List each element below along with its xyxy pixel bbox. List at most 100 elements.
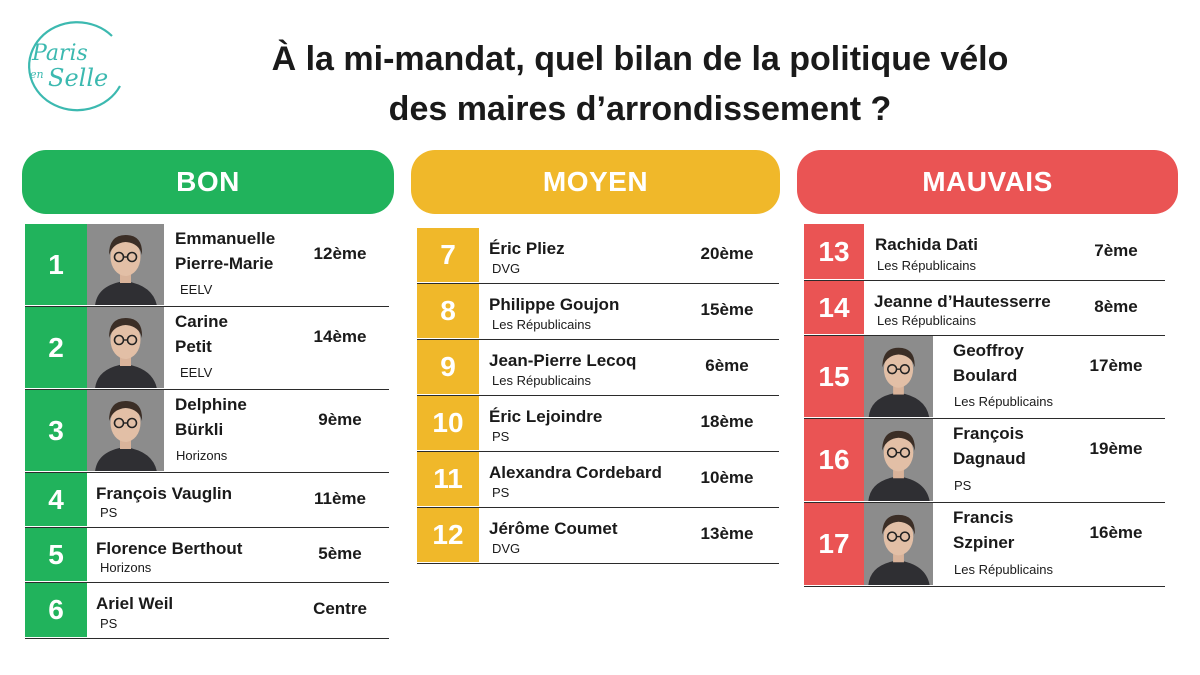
arrondissement-label: 5ème	[318, 544, 362, 563]
ranking-row: 14 Jeanne d’Hautesserre Les Républicains 8è…	[804, 281, 1165, 336]
category-pill-mauvais: MAUVAIS	[797, 150, 1178, 214]
mayor-name: Emmanuelle Pierre-Marie	[175, 229, 276, 273]
portrait-photo	[864, 503, 933, 585]
ranking-row: 8 Philippe Goujon Les Républicains 15ème	[417, 284, 779, 340]
arrondissement-label: 13ème	[700, 524, 754, 543]
party-label: DVG	[492, 261, 521, 276]
rank-number: 11	[417, 452, 479, 506]
mayor-name: Jeanne d’Hautesserre	[874, 292, 1051, 311]
rank-number: 9	[417, 340, 479, 394]
arrondissement-label: 14ème	[313, 327, 367, 346]
logo-text-line1: Paris	[31, 41, 88, 66]
arrondissement-label: 19ème	[1089, 439, 1143, 458]
arrondissement-label: 16ème	[1089, 523, 1143, 542]
ranking-row: 10 Éric Lejoindre PS 18ème	[417, 396, 779, 452]
rank-number: 15	[804, 336, 864, 417]
party-label: PS	[954, 478, 972, 493]
ranking-row: 7 Éric Pliez DVG 20ème	[417, 228, 779, 284]
page-title: À la mi-mandat, quel bilan de la politiq…	[150, 34, 1130, 134]
arrondissement-label: 17ème	[1089, 356, 1143, 375]
arrondissement-label: 10ème	[700, 468, 754, 487]
ranking-row: 16 François Dagnaud PS 19ème	[804, 419, 1165, 503]
arrondissement-label: 9ème	[318, 410, 362, 429]
category-pill-moyen: MOYEN	[411, 150, 780, 214]
party-label: Les Républicains	[954, 562, 1054, 577]
paris-en-selle-logo: Paris en Selle	[18, 20, 130, 118]
rank-number: 6	[25, 583, 87, 637]
mayor-name: Éric Lejoindre	[489, 407, 603, 426]
rank-number: 8	[417, 284, 479, 338]
ranking-row: 9 Jean-Pierre Lecoq Les Républicains 6ème	[417, 340, 779, 396]
rank-number: 7	[417, 228, 479, 282]
portrait-photo	[87, 390, 164, 471]
rank-number: 16	[804, 419, 864, 501]
party-label: Les Républicains	[877, 258, 977, 273]
ranking-row: 12 Jérôme Coumet DVG 13ème	[417, 508, 779, 564]
party-label: EELV	[180, 365, 213, 380]
arrondissement-label: 12ème	[313, 244, 367, 263]
mayor-name: François Dagnaud	[953, 424, 1026, 468]
portrait-photo	[864, 336, 933, 417]
ranking-row: 1 Emmanuelle Pierre-Marie EELV 12ème	[25, 224, 389, 307]
rank-number: 2	[25, 307, 87, 388]
arrondissement-label: 7ème	[1094, 241, 1138, 260]
category-pill-bon: BON	[22, 150, 394, 214]
rank-number: 3	[25, 390, 87, 471]
mayor-name: Geoffroy Boulard	[953, 341, 1024, 385]
party-label: PS	[100, 616, 118, 631]
arrondissement-label: 11ème	[314, 489, 366, 508]
ranking-row: 3 Delphine Bürkli Horizons 9ème	[25, 390, 389, 473]
mayor-name: Ariel Weil	[96, 594, 174, 613]
portrait-photo	[87, 224, 164, 305]
rank-number: 13	[804, 224, 864, 279]
arrondissement-label: 15ème	[700, 300, 754, 319]
ranking-row: 15 Geoffroy Boulard Les Républicains 17ème	[804, 336, 1165, 419]
mayor-name: François Vauglin	[96, 484, 233, 503]
arrondissement-label: 8ème	[1094, 297, 1138, 316]
mayor-name: Éric Pliez	[489, 239, 565, 258]
ranking-row: 6 Ariel Weil PS Centre	[25, 583, 389, 639]
rank-number: 4	[25, 473, 87, 526]
mayor-name: Jérôme Coumet	[489, 519, 618, 538]
mayor-name: Philippe Goujon	[489, 295, 620, 314]
rank-number: 1	[25, 224, 87, 305]
ranking-row: 11 Alexandra Cordebard PS 10ème	[417, 452, 779, 508]
rank-number: 14	[804, 281, 864, 334]
mayor-name: Rachida Dati	[875, 235, 978, 254]
portrait-photo	[864, 419, 933, 501]
mayor-name: Jean-Pierre Lecoq	[489, 351, 637, 370]
mayor-name: Delphine Bürkli	[175, 395, 247, 439]
rank-number: 10	[417, 396, 479, 450]
party-label: Les Républicains	[492, 317, 592, 332]
party-label: PS	[100, 505, 118, 520]
party-label: Horizons	[100, 560, 152, 575]
title-line-2: des maires d’arrondissement ?	[388, 90, 892, 128]
rank-number: 5	[25, 528, 87, 581]
party-label: PS	[492, 429, 510, 444]
party-label: PS	[492, 485, 510, 500]
title-line-1: À la mi-mandat, quel bilan de la politiq…	[271, 40, 1009, 78]
party-label: Horizons	[176, 448, 228, 463]
logo-text-line3: Selle	[48, 64, 108, 92]
ranking-row: 4 François Vauglin PS 11ème	[25, 473, 389, 528]
ranking-row: 13 Rachida Dati Les Républicains 7ème	[804, 224, 1165, 281]
party-label: EELV	[180, 282, 213, 297]
party-label: Les Républicains	[877, 313, 977, 328]
party-label: Les Républicains	[492, 373, 592, 388]
rank-number: 12	[417, 508, 479, 562]
logo-text-line2: en	[30, 68, 44, 81]
portrait-photo	[87, 307, 164, 388]
ranking-row: 17 Francis Szpiner Les Républicains 16ème	[804, 503, 1165, 587]
ranking-row: 2 Carine Petit EELV 14ème	[25, 307, 389, 390]
arrondissement-label: 20ème	[700, 244, 754, 263]
arrondissement-label: 18ème	[700, 412, 754, 431]
rank-number: 17	[804, 503, 864, 585]
mayor-name: Florence Berthout	[96, 539, 243, 558]
party-label: DVG	[492, 541, 521, 556]
mayor-name: Carine Petit	[175, 312, 228, 356]
mayor-name: Alexandra Cordebard	[489, 463, 662, 482]
party-label: Les Républicains	[954, 394, 1054, 409]
arrondissement-label: Centre	[313, 599, 367, 618]
arrondissement-label: 6ème	[705, 356, 749, 375]
ranking-row: 5 Florence Berthout Horizons 5ème	[25, 528, 389, 583]
